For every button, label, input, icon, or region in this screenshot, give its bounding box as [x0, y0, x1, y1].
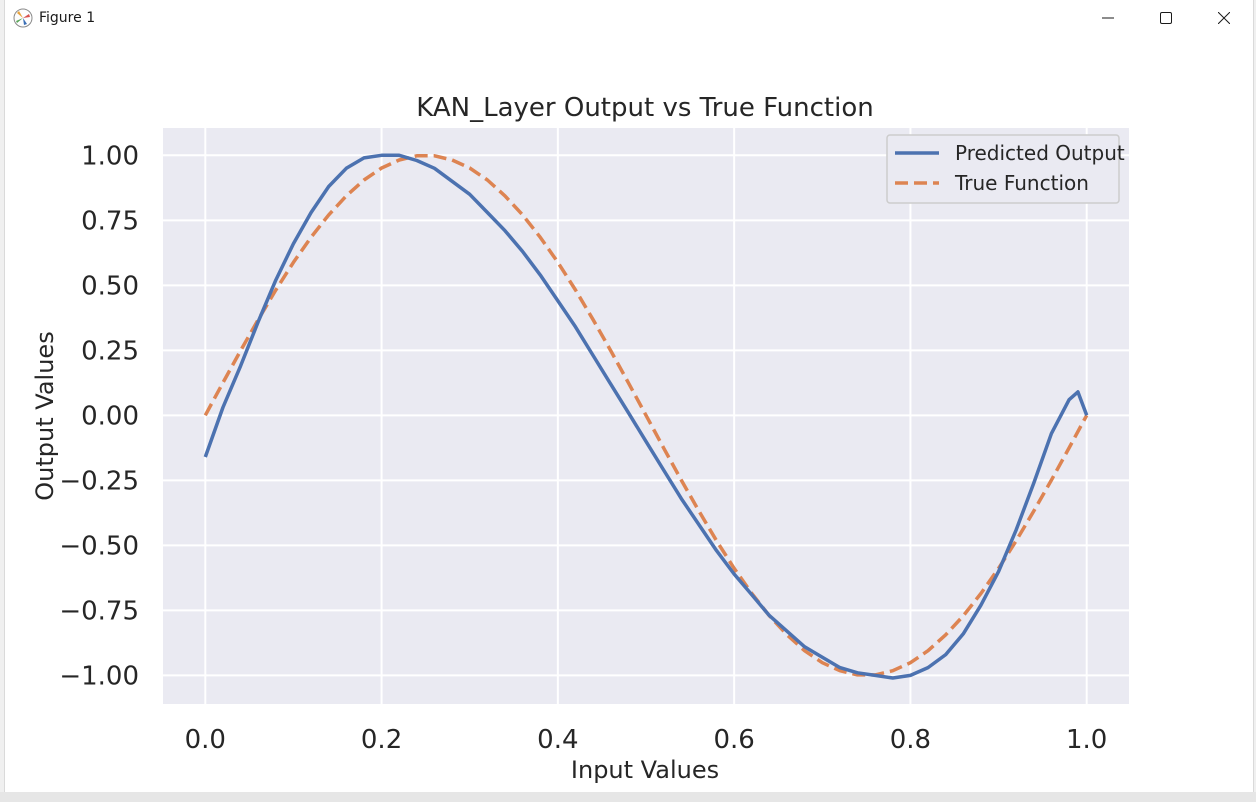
x-tick-label: 0.2 — [361, 725, 402, 755]
line-chart: KAN_Layer Output vs True Function 0.0 0.2… — [31, 93, 1129, 784]
y-tick-label: −0.50 — [59, 531, 139, 561]
legend-label-true: True Function — [954, 171, 1089, 195]
y-tick-label: −0.25 — [59, 466, 139, 496]
y-tick-label: −0.75 — [59, 596, 139, 626]
matplotlib-icon — [13, 8, 33, 28]
window-title: Figure 1 — [39, 10, 96, 26]
maximize-icon — [1160, 12, 1172, 24]
x-tick-label: 0.0 — [185, 725, 226, 755]
figure-canvas: KAN_Layer Output vs True Function 0.0 0.2… — [5, 36, 1253, 792]
figure-window: Figure 1 KAN_Layer Output vs True Functi… — [4, 0, 1254, 792]
y-tick-label: −1.00 — [59, 661, 139, 691]
tick-labels: 0.0 0.2 0.4 0.6 0.8 1.0 1.00 0.75 0.50 0.25 0.00 −0… — [59, 141, 1107, 755]
chart-title: KAN_Layer Output vs True Function — [416, 93, 873, 123]
y-tick-label: 0.75 — [81, 206, 139, 236]
series-true-function — [203, 154, 1089, 677]
taskbar-edge — [0, 792, 1256, 802]
minimize-button[interactable] — [1079, 0, 1137, 36]
series-predicted-output — [203, 153, 1089, 680]
legend-box — [886, 134, 1120, 204]
y-tick-label: 1.00 — [81, 141, 139, 171]
x-tick-label: 0.6 — [713, 725, 754, 755]
y-tick-label: 0.50 — [81, 271, 139, 301]
close-icon — [1218, 12, 1230, 24]
legend: Predicted Output True Function — [886, 134, 1125, 204]
minimize-icon — [1102, 17, 1114, 19]
maximize-button[interactable] — [1137, 0, 1195, 36]
y-tick-label: 0.25 — [81, 336, 139, 366]
y-axis-label: Output Values — [31, 331, 59, 500]
y-tick-label: 0.00 — [81, 401, 139, 431]
x-tick-label: 0.8 — [890, 725, 931, 755]
close-button[interactable] — [1195, 0, 1253, 36]
title-bar[interactable]: Figure 1 — [5, 0, 1253, 36]
x-tick-label: 0.4 — [537, 725, 578, 755]
x-axis-label: Input Values — [571, 756, 719, 784]
x-tick-label: 1.0 — [1066, 725, 1107, 755]
series-layer — [203, 153, 1089, 680]
legend-label-predicted: Predicted Output — [955, 141, 1125, 165]
